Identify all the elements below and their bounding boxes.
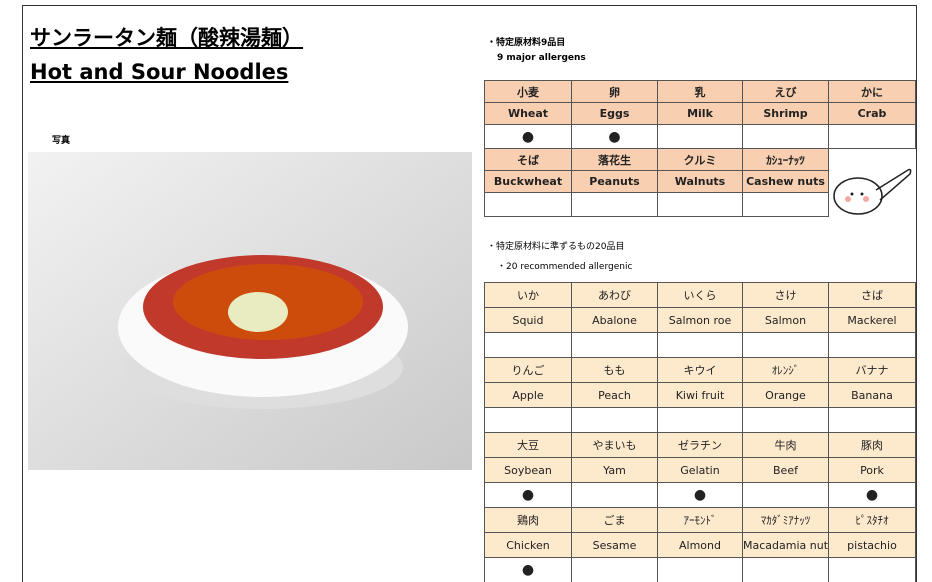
allergen-mark xyxy=(571,407,658,433)
allergen-jp: いくら xyxy=(657,282,743,308)
allergen-mark xyxy=(484,332,572,358)
allergen-mark: ● xyxy=(484,482,572,508)
photo xyxy=(28,152,472,470)
allergen-jp: バナナ xyxy=(828,357,916,383)
allergen-en: Peanuts xyxy=(571,170,658,193)
allergen-jp: 豚肉 xyxy=(828,432,916,458)
allergen-jp: もも xyxy=(571,357,658,383)
allergen-en: Mackerel xyxy=(828,307,916,333)
allergen-jp: かに xyxy=(828,80,916,103)
allergen-jp: 小麦 xyxy=(484,80,572,103)
allergen-jp: ﾏｶﾀﾞﾐｱﾅｯﾂ xyxy=(742,507,829,533)
allergen-en: Kiwi fruit xyxy=(657,382,743,408)
allergen-jp: 乳 xyxy=(657,80,743,103)
allergen-jp: さけ xyxy=(742,282,829,308)
allergen-mark: ● xyxy=(828,482,916,508)
allergen-en: Salmon xyxy=(742,307,829,333)
allergen-mark xyxy=(742,407,829,433)
allergen-jp: あわび xyxy=(571,282,658,308)
allergen-jp: 落花生 xyxy=(571,148,658,171)
allergen-en: Soybean xyxy=(484,457,572,483)
allergen-en: Apple xyxy=(484,382,572,408)
allergen-en: Eggs xyxy=(571,102,658,125)
allergen-en: Milk xyxy=(657,102,743,125)
allergen-jp: えび xyxy=(742,80,829,103)
allergen-jp: ｱｰﾓﾝﾄﾞ xyxy=(657,507,743,533)
allergen-en: Chicken xyxy=(484,532,572,558)
allergen-mark xyxy=(828,407,916,433)
allergen-mark xyxy=(742,482,829,508)
allergen-mark xyxy=(657,124,743,149)
title-jp: サンラータン麺（酸辣湯麺） xyxy=(30,26,303,50)
allergen-en: Abalone xyxy=(571,307,658,333)
allergen-jp: りんご xyxy=(484,357,572,383)
allergen-mark: ● xyxy=(484,124,572,149)
allergen-mark: ● xyxy=(657,482,743,508)
allergen-mark xyxy=(484,192,572,217)
allergen-en: Yam xyxy=(571,457,658,483)
allergen-mark xyxy=(484,407,572,433)
allergen-jp: ﾋﾟｽﾀﾁｵ xyxy=(828,507,916,533)
allergen-en: Cashew nuts xyxy=(742,170,829,193)
photo-label: 写真 xyxy=(52,136,71,146)
allergen-en: Sesame xyxy=(571,532,658,558)
allergen-jp: ごま xyxy=(571,507,658,533)
allergen-en: Beef xyxy=(742,457,829,483)
allergen-en: Peach xyxy=(571,382,658,408)
allergen-en: pistachio xyxy=(828,532,916,558)
allergen-jp: ｶｼｭｰﾅｯﾂ xyxy=(742,148,829,171)
allergen-mark xyxy=(571,192,658,217)
frame xyxy=(22,5,917,582)
allergen-mark xyxy=(742,192,829,217)
allergen-mark xyxy=(828,124,916,149)
allergen-en: Pork xyxy=(828,457,916,483)
allergen-mark xyxy=(828,332,916,358)
allergen-en: Gelatin xyxy=(657,457,743,483)
allergen-en: Buckwheat xyxy=(484,170,572,193)
allergen-en: Shrimp xyxy=(742,102,829,125)
allergen-en: Salmon roe xyxy=(657,307,743,333)
allergen-en: Squid xyxy=(484,307,572,333)
major-subheading: 9 major allergens xyxy=(497,53,586,63)
major-heading: ・特定原材料9品目 xyxy=(487,38,566,48)
allergen-en: Crab xyxy=(828,102,916,125)
allergen-mark xyxy=(742,557,829,582)
allergen-jp: 牛肉 xyxy=(742,432,829,458)
allergen-jp: 鶏肉 xyxy=(484,507,572,533)
allergen-en: Wheat xyxy=(484,102,572,125)
allergen-jp: いか xyxy=(484,282,572,308)
allergen-mark xyxy=(571,332,658,358)
allergen-mark xyxy=(571,482,658,508)
mascot xyxy=(833,168,912,215)
allergen-en: Macadamia nut xyxy=(742,532,829,558)
allergen-jp: さば xyxy=(828,282,916,308)
allergen-en: Banana xyxy=(828,382,916,408)
recommended-heading: ・特定原材料に準ずるもの20品目 xyxy=(487,242,625,252)
allergen-jp: ゼラチン xyxy=(657,432,743,458)
title-en: Hot and Sour Noodles xyxy=(30,60,289,84)
allergen-en: Walnuts xyxy=(657,170,743,193)
allergen-mark xyxy=(657,557,743,582)
allergen-mark xyxy=(742,332,829,358)
allergen-mark xyxy=(657,332,743,358)
allergen-jp: クルミ xyxy=(657,148,743,171)
allergen-en: Almond xyxy=(657,532,743,558)
allergen-jp: やまいも xyxy=(571,432,658,458)
allergen-mark xyxy=(571,557,658,582)
allergen-mark xyxy=(657,407,743,433)
allergen-mark xyxy=(742,124,829,149)
allergen-mark: ● xyxy=(484,557,572,582)
allergen-mark xyxy=(828,557,916,582)
allergen-jp: 卵 xyxy=(571,80,658,103)
allergen-mark: ● xyxy=(571,124,658,149)
allergen-jp: 大豆 xyxy=(484,432,572,458)
allergen-en: Orange xyxy=(742,382,829,408)
allergen-jp: ｵﾚﾝｼﾞ xyxy=(742,357,829,383)
allergen-jp: そば xyxy=(484,148,572,171)
recommended-subheading: ・20 recommended allergenic xyxy=(497,262,633,272)
allergen-mark xyxy=(657,192,743,217)
allergen-jp: キウイ xyxy=(657,357,743,383)
